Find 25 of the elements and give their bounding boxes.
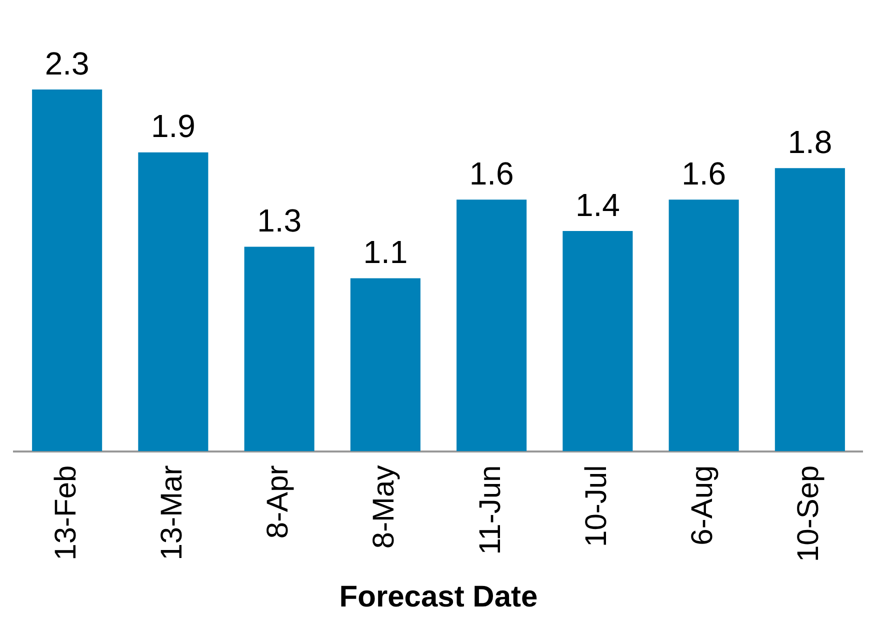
bar xyxy=(138,152,208,452)
x-tick-label: 10-Sep xyxy=(792,465,826,562)
bar xyxy=(32,89,102,452)
data-label: 1.3 xyxy=(257,202,302,239)
x-tick-label: 11-Jun xyxy=(474,465,507,555)
bar xyxy=(244,246,314,452)
x-tick-label: 6-Aug xyxy=(686,465,720,546)
x-tick-label: 13-Mar xyxy=(155,465,188,560)
data-label: 1.8 xyxy=(788,124,832,160)
x-tick-label: 8-Apr xyxy=(262,465,295,539)
data-label: 2.3 xyxy=(44,45,90,82)
bar xyxy=(668,200,739,452)
bar xyxy=(562,231,633,452)
x-axis-title: Forecast Date xyxy=(339,580,538,614)
data-label: 1.9 xyxy=(150,108,196,144)
bar xyxy=(350,278,420,452)
data-label: 1.1 xyxy=(363,234,408,270)
data-label: 1.6 xyxy=(682,155,726,192)
x-tick-label: 13-Feb xyxy=(49,465,82,560)
x-tick-label: 10-Jul xyxy=(580,465,613,547)
bar xyxy=(456,200,527,452)
data-label: 1.4 xyxy=(575,186,620,223)
data-label: 1.6 xyxy=(469,155,514,192)
bar xyxy=(774,168,845,452)
x-tick-label: 8-May xyxy=(368,465,401,549)
